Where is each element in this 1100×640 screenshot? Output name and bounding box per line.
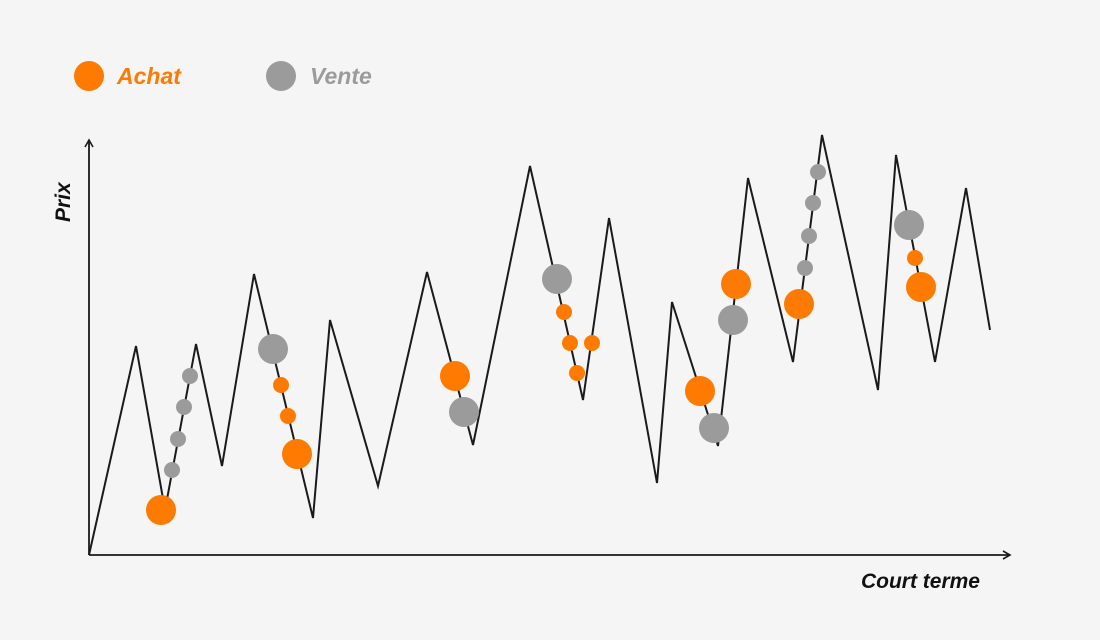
sell-marker	[182, 368, 198, 384]
buy-marker	[685, 376, 715, 406]
legend-sell-label: Vente	[310, 63, 372, 89]
sell-marker	[176, 399, 192, 415]
sell-marker	[258, 334, 288, 364]
x-axis-label: Court terme	[861, 570, 980, 593]
sell-marker	[805, 195, 821, 211]
buy-marker	[282, 439, 312, 469]
sell-marker	[797, 260, 813, 276]
sell-marker	[810, 164, 826, 180]
legend-buy-label: Achat	[116, 63, 182, 89]
buy-marker	[440, 361, 470, 391]
buy-marker	[584, 335, 600, 351]
buy-marker	[280, 408, 296, 424]
sell-marker	[542, 264, 572, 294]
buy-marker	[146, 495, 176, 525]
sell-marker	[170, 431, 186, 447]
buy-marker	[273, 377, 289, 393]
buy-marker	[562, 335, 578, 351]
buy-marker	[907, 250, 923, 266]
buy-marker	[784, 289, 814, 319]
sell-marker	[894, 210, 924, 240]
buy-marker	[556, 304, 572, 320]
sell-marker	[718, 305, 748, 335]
buy-marker	[721, 269, 751, 299]
legend-sell-marker	[266, 61, 296, 91]
sell-marker	[164, 462, 180, 478]
price-line	[88, 134, 991, 556]
sell-marker	[699, 413, 729, 443]
buy-marker	[906, 272, 936, 302]
legend: Achat Vente	[74, 61, 372, 91]
trade-markers	[146, 164, 936, 525]
legend-buy-marker	[74, 61, 104, 91]
sell-marker	[449, 397, 479, 427]
sell-marker	[801, 228, 817, 244]
y-axis-label: Prix	[52, 181, 75, 222]
buy-marker	[569, 365, 585, 381]
